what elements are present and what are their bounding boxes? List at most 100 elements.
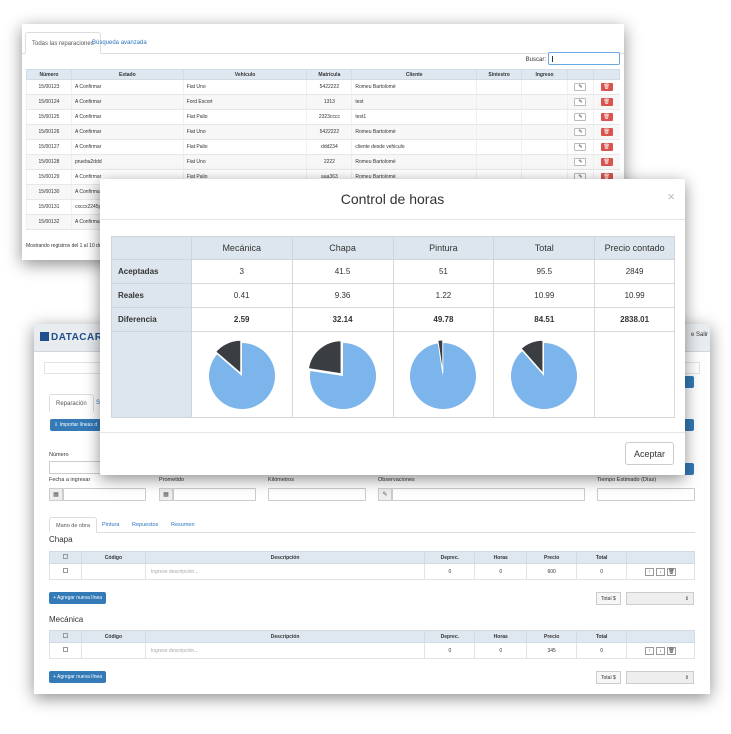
col-descripcion: Descripción xyxy=(144,551,426,564)
descripcion-input[interactable]: Ingrese descripción... xyxy=(144,642,426,659)
delete-cell: 🗑 xyxy=(592,79,620,95)
kilometros-input[interactable] xyxy=(268,488,366,501)
trash-icon[interactable]: 🗑 xyxy=(600,128,613,136)
logout-link[interactable]: e Salir xyxy=(690,332,708,338)
arrow-up-icon[interactable]: ↑ xyxy=(645,567,655,576)
col-vehiculo[interactable]: Vehículo xyxy=(182,69,308,80)
col-matricula[interactable]: Matrícula xyxy=(306,69,353,80)
vehiculo-cell: Ford Escort xyxy=(182,94,307,110)
edit-icon[interactable]: ✎ xyxy=(574,158,587,166)
trash-icon[interactable]: 🗑 xyxy=(600,113,613,121)
tab-secondary[interactable]: S xyxy=(96,400,101,406)
ingreso-cell xyxy=(521,139,568,155)
trash-icon[interactable]: 🗑 xyxy=(600,98,613,106)
total-cell: 0 xyxy=(576,642,628,659)
tab-all-repairs[interactable]: Todas las reparaciones xyxy=(25,32,101,54)
matricula-cell: 5422222 xyxy=(306,124,352,140)
calendar-icon[interactable]: ▦ xyxy=(49,488,63,501)
trash-icon[interactable]: 🗑 xyxy=(667,646,677,655)
codigo-cell[interactable] xyxy=(80,642,146,659)
col-cliente[interactable]: Cliente xyxy=(351,69,478,80)
import-lines-button[interactable]: ⇩ Importar líneas d xyxy=(50,419,102,431)
pie-slice-remaining xyxy=(208,342,275,409)
total-select-chapa[interactable]: ⇕ xyxy=(626,592,694,605)
fecha-input[interactable] xyxy=(63,488,146,501)
side-action-button-2[interactable] xyxy=(684,463,694,475)
col-pintura: Pintura xyxy=(392,236,495,260)
table-row[interactable]: 15/00128 prueba2ddd Fiat Uno 2222 Romeu Bart… xyxy=(26,154,620,170)
table-row[interactable]: 15/00126 A Confirmar Fiat Uno 5422222 Romeu … xyxy=(26,124,620,140)
siniestro-cell xyxy=(476,79,522,95)
precio-cell[interactable]: 345 xyxy=(526,642,578,659)
search-input[interactable] xyxy=(548,52,620,65)
trash-icon[interactable]: 🗑 xyxy=(600,158,613,166)
table-row[interactable]: 15/00127 A Confirmar Fiat Palio ddd234 clien… xyxy=(26,139,620,155)
value-cell: 10.99 xyxy=(493,283,596,308)
table-row: Ingrese descripción... 0 0 600 0 ↑ ↓ 🗑 xyxy=(49,563,695,580)
col-label xyxy=(111,236,192,260)
table-row[interactable]: 15/00125 A Confirmar Fiat Palio 2323cccc tes… xyxy=(26,109,620,125)
close-icon[interactable]: × xyxy=(667,189,675,204)
accept-button[interactable]: Aceptar xyxy=(625,442,674,465)
descripcion-input[interactable]: Ingrese descripción... xyxy=(144,563,426,580)
trash-icon[interactable]: 🗑 xyxy=(667,567,677,576)
matricula-cell: 2323cccc xyxy=(306,109,352,125)
row-label xyxy=(111,331,192,418)
subtab-pintura[interactable]: Pintura xyxy=(102,522,120,528)
add-line-button-mecanica[interactable]: + Agregar nueva línea xyxy=(49,671,107,683)
edit-icon[interactable]: ✎ xyxy=(574,128,587,136)
col-ingreso[interactable]: Ingreso xyxy=(521,69,568,80)
header-action-button[interactable] xyxy=(684,376,694,388)
precio-cell[interactable]: 600 xyxy=(526,563,578,580)
brand-logo[interactable]: DATACAR xyxy=(40,332,102,343)
tab-reparacion[interactable]: Reparación xyxy=(49,394,94,412)
col-estado[interactable]: Estado xyxy=(70,69,184,80)
trash-icon[interactable]: 🗑 xyxy=(600,83,613,91)
edit-icon[interactable]: ✎ xyxy=(574,113,587,121)
total-select-mecanica[interactable]: ⇕ xyxy=(626,671,694,684)
col-numero[interactable]: Número xyxy=(26,69,72,80)
numero-cell: 15/00126 xyxy=(26,124,72,140)
col-precio: Precio xyxy=(526,551,578,564)
ingreso-cell xyxy=(521,154,568,170)
calendar-icon[interactable]: ▦ xyxy=(159,488,173,501)
edit-icon[interactable]: ✎ xyxy=(574,98,587,106)
side-action-button[interactable] xyxy=(684,419,694,431)
subtab-mano-de-obra[interactable]: Mano de obra xyxy=(49,517,97,533)
deprec-cell[interactable]: 0 xyxy=(424,642,476,659)
prometido-input[interactable] xyxy=(173,488,256,501)
trash-icon[interactable]: 🗑 xyxy=(600,173,613,181)
trash-icon[interactable]: 🗑 xyxy=(600,143,613,151)
table-row[interactable]: 15/00124 A Confirmar Ford Escort 1313 test ✎ 🗑 xyxy=(26,94,620,110)
row-checkbox[interactable] xyxy=(62,568,68,573)
observaciones-input[interactable] xyxy=(392,488,585,501)
pie-chart-chapa xyxy=(307,339,376,409)
edit-icon[interactable]: ✎ xyxy=(574,143,587,151)
subtab-resumen[interactable]: Resumen xyxy=(171,522,195,528)
col-siniestro[interactable]: Siniestro xyxy=(476,69,523,80)
tiempo-input[interactable] xyxy=(597,488,695,501)
tab-advanced-search[interactable]: Búsqueda avanzada xyxy=(92,40,147,46)
arrow-up-icon[interactable]: ↑ xyxy=(645,646,655,655)
arrow-down-icon[interactable]: ↓ xyxy=(656,567,666,576)
table-row[interactable]: 15/00123 A Confirmar Fiat Uno 5422222 Romeu … xyxy=(26,79,620,95)
deprec-cell[interactable]: 0 xyxy=(424,563,476,580)
pie-cell-empty xyxy=(594,331,675,418)
row-label: Reales xyxy=(111,283,192,308)
add-line-button-chapa[interactable]: + Agregar nueva línea xyxy=(49,592,107,604)
total-label-mecanica: Total $ xyxy=(596,671,621,684)
select-all-checkbox[interactable] xyxy=(62,554,68,559)
edit-cell: ✎ xyxy=(566,109,594,125)
horas-cell[interactable]: 0 xyxy=(474,642,528,659)
codigo-cell[interactable] xyxy=(80,563,146,580)
row-checkbox[interactable] xyxy=(62,647,68,652)
horas-cell[interactable]: 0 xyxy=(474,563,528,580)
estado-cell: A Confirmar xyxy=(70,109,184,125)
arrow-down-icon[interactable]: ↓ xyxy=(656,646,666,655)
edit-icon[interactable]: ✎ xyxy=(574,83,587,91)
subtab-repuestos[interactable]: Repuestos xyxy=(132,522,159,528)
edit-icon[interactable]: ✎ xyxy=(378,488,392,501)
col-horas: Horas xyxy=(474,551,528,564)
ingreso-cell xyxy=(521,94,568,110)
select-all-checkbox[interactable] xyxy=(62,633,68,638)
